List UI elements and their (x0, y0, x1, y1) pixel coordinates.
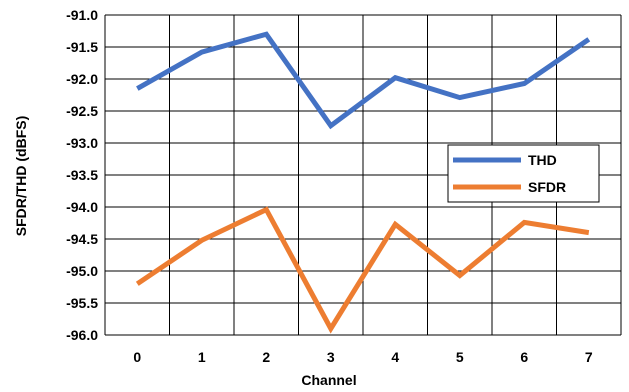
legend-label-thd: THD (528, 152, 557, 168)
y-tick-label: -91.0 (66, 7, 98, 23)
y-tick-label: -94.5 (66, 231, 98, 247)
series-line-thd (136, 31, 591, 130)
y-tick-label: -92.5 (66, 103, 98, 119)
legend-label-sfdr: SFDR (528, 179, 566, 195)
x-tick-label: 6 (520, 349, 528, 365)
x-axis-title: Channel (301, 372, 356, 388)
y-tick-label: -92.0 (66, 71, 98, 87)
y-tick-labels: -91.0 -91.5 -92.0 -92.5 -93.0 -93.5 -94.0 -94.5… (66, 7, 98, 343)
y-tick-label: -96.0 (66, 327, 98, 343)
y-tick-label: -93.0 (66, 135, 98, 151)
x-tick-label: 0 (133, 349, 141, 365)
series-lines (135, 31, 591, 334)
x-tick-label: 5 (456, 349, 464, 365)
legend: THD SFDR (447, 144, 600, 203)
x-tick-label: 7 (585, 349, 593, 365)
y-tick-label: -94.0 (66, 199, 98, 215)
x-tick-label: 3 (327, 349, 335, 365)
x-tick-label: 2 (262, 349, 270, 365)
y-tick-label: -93.5 (66, 167, 98, 183)
series-line-sfdr (135, 206, 590, 334)
y-tick-label: -95.0 (66, 263, 98, 279)
x-tick-labels: 0 1 2 3 4 5 6 7 (133, 349, 593, 365)
x-tick-label: 1 (198, 349, 206, 365)
y-tick-label: -95.5 (66, 295, 98, 311)
legend-box (447, 144, 600, 203)
y-tick-label: -91.5 (66, 39, 98, 55)
y-axis-title: SFDR/THD (dBFS) (13, 116, 29, 237)
x-tick-label: 4 (391, 349, 399, 365)
